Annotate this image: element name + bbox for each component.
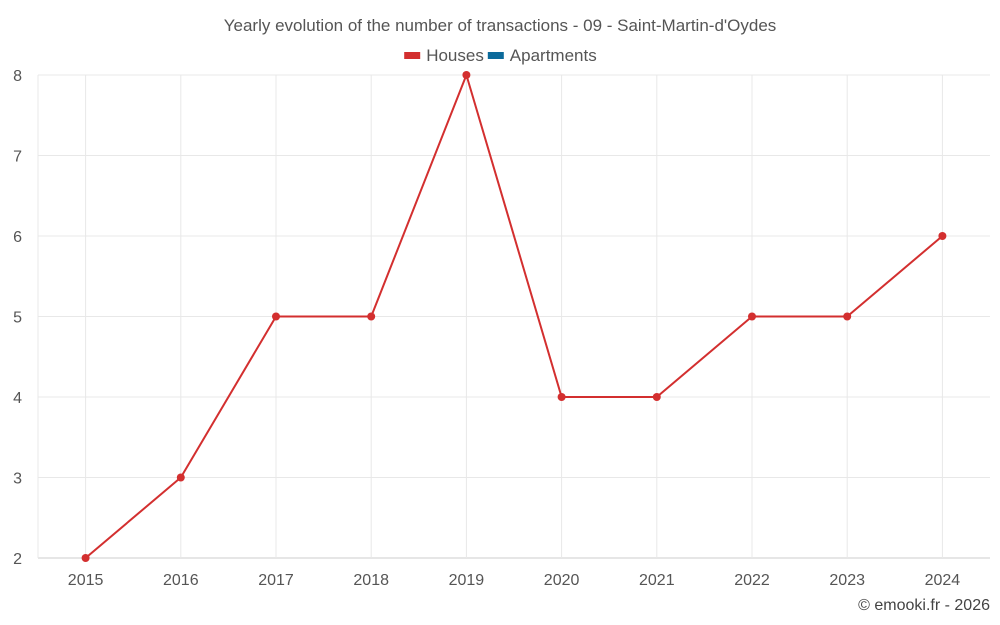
x-tick-label-2016: 2016 bbox=[163, 572, 199, 589]
x-tick-label-2017: 2017 bbox=[258, 572, 294, 589]
x-tick-label-2023: 2023 bbox=[829, 572, 865, 589]
x-tick-label-2018: 2018 bbox=[353, 572, 389, 589]
x-tick-label-2021: 2021 bbox=[639, 572, 675, 589]
x-tick-label-2015: 2015 bbox=[68, 572, 104, 589]
y-axis: 2 3 4 5 6 7 8 bbox=[13, 68, 22, 568]
x-tick-label-2020: 2020 bbox=[544, 572, 580, 589]
x-tick-label-2022: 2022 bbox=[734, 572, 770, 589]
y-tick-label-3: 3 bbox=[13, 471, 22, 488]
y-tick-label-8: 8 bbox=[13, 68, 22, 85]
legend-swatch-apartments bbox=[487, 52, 504, 59]
data-point-houses-2021 bbox=[652, 393, 661, 401]
legend-swatch-houses bbox=[404, 52, 421, 59]
y-tick-label-2: 2 bbox=[13, 551, 22, 568]
legend-item-houses[interactable]: Houses bbox=[404, 46, 484, 65]
data-point-houses-2016 bbox=[176, 473, 185, 482]
y-tick-label-6: 6 bbox=[13, 229, 22, 246]
data-point-houses-2020 bbox=[557, 393, 566, 401]
chart-title: Yearly evolution of the number of transa… bbox=[224, 16, 777, 35]
data-point-houses-2024 bbox=[938, 232, 947, 240]
legend-label-houses: Houses bbox=[426, 46, 484, 65]
data-point-houses-2019 bbox=[462, 71, 471, 79]
legend-label-apartments: Apartments bbox=[510, 46, 597, 65]
data-point-houses-2017 bbox=[272, 312, 280, 321]
data-point-houses-2022 bbox=[748, 312, 756, 321]
data-point-houses-2023 bbox=[843, 312, 852, 321]
y-tick-label-7: 7 bbox=[13, 149, 22, 166]
y-tick-label-4: 4 bbox=[13, 390, 22, 407]
series-line-houses bbox=[84, 74, 944, 559]
x-tick-label-2019: 2019 bbox=[449, 572, 485, 589]
data-point-houses-2015 bbox=[81, 554, 90, 562]
credit-text: © emooki.fr - 2026 bbox=[858, 597, 990, 614]
legend-item-apartments[interactable]: Apartments bbox=[487, 46, 597, 65]
legend[interactable]: Houses Apartments bbox=[404, 46, 597, 65]
y-tick-label-5: 5 bbox=[13, 310, 22, 327]
series-layer bbox=[81, 71, 947, 562]
x-axis: 2015 2016 2017 2018 2019 2020 2021 2022 2023 2024 bbox=[68, 572, 960, 589]
x-tick-label-2024: 2024 bbox=[925, 572, 961, 589]
data-point-houses-2018 bbox=[367, 312, 376, 321]
